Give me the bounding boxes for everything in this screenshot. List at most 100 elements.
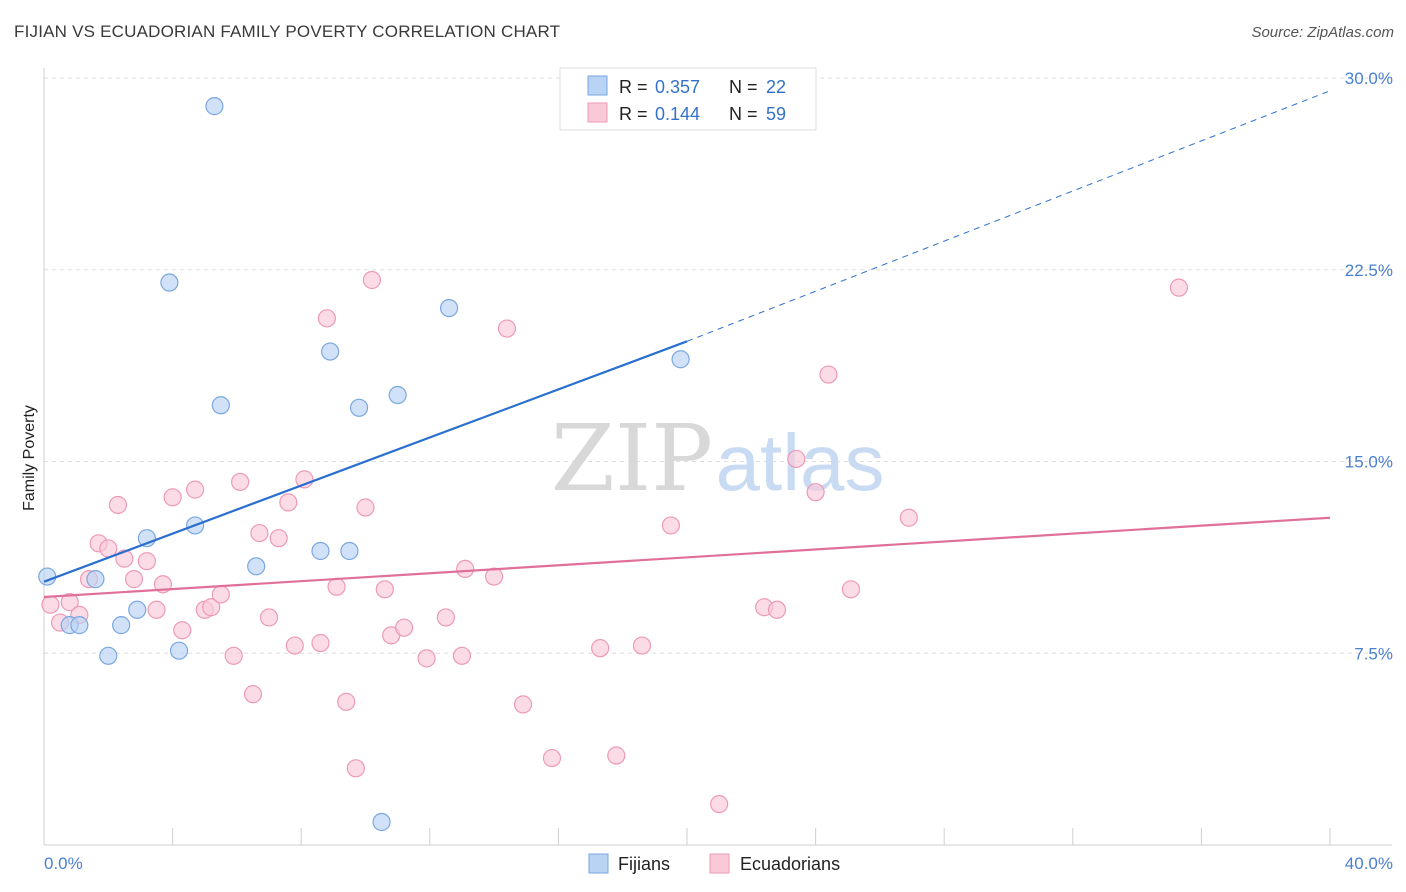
point-ecuadorians-22 xyxy=(250,523,269,543)
point-fijians-14 xyxy=(311,541,330,561)
y-tick-label-0: 7.5% xyxy=(1354,644,1393,663)
point-ecuadorians-40 xyxy=(452,646,472,665)
gridlines xyxy=(44,77,1392,654)
point-fijians-5 xyxy=(112,616,131,635)
point-ecuadorians-32 xyxy=(346,759,365,778)
point-ecuadorians-24 xyxy=(269,529,288,548)
point-fijians-9 xyxy=(169,641,189,660)
point-fijians-8 xyxy=(160,273,179,292)
legend-n-value-ecuadorians: 59 xyxy=(766,104,786,124)
legend-r-value-ecuadorians: 0.144 xyxy=(655,104,700,124)
point-fijians-16 xyxy=(340,541,359,561)
point-ecuadorians-31 xyxy=(337,692,356,711)
legend-swatch-ecuadorians xyxy=(587,102,608,123)
chart-title: FIJIAN VS ECUADORIAN FAMILY POVERTY CORR… xyxy=(14,22,561,41)
point-ecuadorians-53 xyxy=(787,449,806,469)
point-ecuadorians-9 xyxy=(124,570,144,589)
point-ecuadorians-38 xyxy=(417,649,436,668)
point-ecuadorians-34 xyxy=(362,270,382,290)
series-legend-swatch-ecuadorians xyxy=(709,853,730,874)
point-ecuadorians-48 xyxy=(632,636,652,655)
point-ecuadorians-30 xyxy=(327,577,346,596)
point-ecuadorians-50 xyxy=(710,794,729,814)
point-ecuadorians-45 xyxy=(542,748,562,768)
series-legend-label-ecuadorians: Ecuadorians xyxy=(740,854,840,874)
point-ecuadorians-33 xyxy=(356,498,375,517)
point-fijians-19 xyxy=(388,385,407,405)
watermark: ZIP atlas xyxy=(551,405,885,512)
series-legend: Fijians Ecuadorians xyxy=(588,853,840,874)
point-ecuadorians-47 xyxy=(607,746,626,765)
point-fijians-15 xyxy=(321,342,340,361)
point-ecuadorians-2 xyxy=(60,593,79,612)
point-ecuadorians-17 xyxy=(202,598,221,617)
point-ecuadorians-11 xyxy=(147,600,166,619)
point-ecuadorians-44 xyxy=(513,695,533,714)
point-fijians-2 xyxy=(70,616,89,635)
point-fijians-18 xyxy=(372,812,391,832)
point-ecuadorians-41 xyxy=(456,559,475,578)
point-ecuadorians-18 xyxy=(211,585,230,604)
y-tick-label-1: 15.0% xyxy=(1345,453,1393,472)
point-fijians-13 xyxy=(247,557,266,576)
point-ecuadorians-20 xyxy=(231,472,250,492)
point-ecuadorians-21 xyxy=(243,685,263,704)
point-ecuadorians-19 xyxy=(224,646,243,665)
trend-line-ecuadorians xyxy=(43,516,1331,599)
y-axis-label: Family Poverty xyxy=(21,405,38,511)
point-ecuadorians-29 xyxy=(317,309,337,328)
legend-r-label-ecuadorians: R = xyxy=(619,104,648,124)
legend-r-value-fijians: 0.357 xyxy=(655,77,700,97)
point-fijians-0 xyxy=(38,567,57,586)
axes xyxy=(43,68,1392,846)
point-ecuadorians-7 xyxy=(108,495,128,515)
legend-swatch-fijians xyxy=(587,75,608,96)
point-ecuadorians-57 xyxy=(899,508,918,527)
point-ecuadorians-28 xyxy=(311,633,330,653)
point-ecuadorians-26 xyxy=(285,636,304,655)
x-tick-label-1: 40.0% xyxy=(1345,854,1393,873)
legend-n-label-ecuadorians: N = xyxy=(729,104,758,124)
point-ecuadorians-55 xyxy=(819,365,838,384)
point-ecuadorians-15 xyxy=(186,480,205,499)
point-fijians-4 xyxy=(99,646,118,665)
series-legend-label-fijians: Fijians xyxy=(618,854,670,874)
series-ecuadorians xyxy=(41,270,1188,814)
x-tick-label-0: 0.0% xyxy=(44,854,83,873)
point-fijians-20 xyxy=(439,299,459,318)
trend-line-fijians-extension xyxy=(686,90,1331,342)
point-fijians-17 xyxy=(349,398,369,417)
series-fijians xyxy=(38,97,690,832)
point-ecuadorians-37 xyxy=(394,618,414,637)
trend-lines xyxy=(43,90,1331,599)
point-fijians-11 xyxy=(205,97,224,116)
point-ecuadorians-43 xyxy=(497,319,517,338)
point-ecuadorians-54 xyxy=(806,483,825,502)
y-tick-label-2: 22.5% xyxy=(1345,261,1393,280)
point-ecuadorians-56 xyxy=(841,580,861,599)
point-ecuadorians-35 xyxy=(375,580,394,599)
point-fijians-6 xyxy=(128,600,147,619)
point-ecuadorians-39 xyxy=(436,608,455,627)
source-credit: Source: ZipAtlas.com xyxy=(1251,24,1394,41)
watermark-zip: ZIP xyxy=(551,405,713,512)
point-ecuadorians-42 xyxy=(485,567,504,586)
y-tick-label-3: 30.0% xyxy=(1345,69,1393,88)
point-fijians-21 xyxy=(671,350,690,369)
legend-n-label-fijians: N = xyxy=(729,77,758,97)
legend-n-value-fijians: 22 xyxy=(766,77,786,97)
y-tick-labels: 7.5% 15.0% 22.5% 30.0% xyxy=(1345,69,1393,663)
point-ecuadorians-23 xyxy=(259,608,279,627)
point-ecuadorians-14 xyxy=(173,621,192,640)
point-fijians-12 xyxy=(211,396,230,415)
point-ecuadorians-25 xyxy=(279,493,298,512)
correlation-legend: R = 0.357 N = 22 R = 0.144 N = 59 xyxy=(559,67,817,131)
legend-r-label-fijians: R = xyxy=(619,77,648,97)
trend-line-fijians xyxy=(43,340,688,583)
point-ecuadorians-0 xyxy=(41,595,60,614)
series-legend-swatch-fijians xyxy=(588,853,609,874)
point-ecuadorians-8 xyxy=(115,549,134,568)
point-ecuadorians-58 xyxy=(1169,278,1188,297)
x-tick-labels: 0.0% 40.0% xyxy=(44,854,1393,873)
